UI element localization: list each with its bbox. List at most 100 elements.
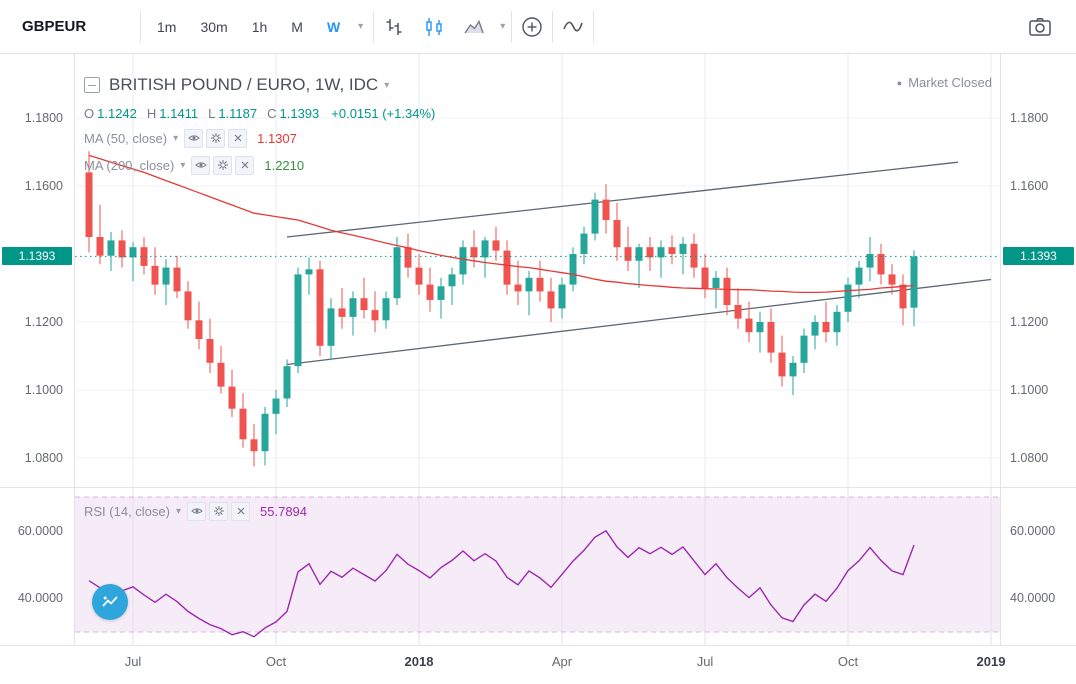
close-label: C — [267, 105, 277, 121]
ma50-value: 1.1307 — [257, 130, 297, 146]
price-tick-label: 60.0000 — [17, 523, 63, 538]
time-tick-label: Oct — [265, 654, 287, 669]
close-icon[interactable] — [231, 501, 251, 521]
axis-divider — [0, 645, 1076, 646]
price-tick-label: 1.1200 — [24, 315, 63, 329]
curve-line-icon — [563, 21, 583, 31]
ma50-label: MA (50, close) — [84, 130, 168, 146]
close-icon[interactable] — [235, 155, 255, 175]
eye-icon[interactable] — [191, 155, 211, 175]
gear-icon[interactable] — [206, 128, 226, 148]
open-value: 1.1242 — [97, 105, 137, 121]
time-axis[interactable]: Jul Oct 2018 Apr Jul Oct 2019 — [75, 645, 1005, 684]
change-value: +0.0151 (+1.34%) — [331, 105, 436, 121]
current-price-label: 1.1393 — [2, 247, 72, 266]
time-tick-label: Oct — [837, 654, 859, 669]
rsi-chart-canvas[interactable] — [75, 487, 1000, 645]
price-tick-label: 40.0000 — [17, 591, 63, 606]
high-label: H — [146, 105, 157, 121]
gear-icon[interactable] — [209, 501, 229, 521]
ma200-label: MA (200, close) — [84, 157, 175, 173]
market-status-text: Market Closed — [908, 75, 992, 90]
eye-icon[interactable] — [184, 128, 204, 148]
chevron-down-icon[interactable]: ▾ — [384, 79, 390, 91]
price-tick-label: 1.1800 — [1010, 111, 1049, 125]
chart-type-area-button[interactable] — [454, 0, 494, 54]
close-icon[interactable] — [228, 128, 248, 148]
price-tick-label: 40.0000 — [1010, 591, 1056, 606]
collapse-pane-button[interactable] — [84, 77, 100, 93]
ma200-value: 1.2210 — [264, 157, 305, 173]
toolbar-divider — [511, 10, 513, 43]
chevron-down-icon[interactable]: ▾ — [173, 132, 179, 144]
rsi-line — [88, 529, 915, 638]
rsi-label: RSI (14, close) — [84, 503, 170, 519]
toolbar-divider — [373, 10, 375, 43]
symbol-name[interactable]: GBPEUR — [22, 18, 87, 35]
trendlines — [286, 161, 992, 366]
low-label: L — [208, 105, 216, 121]
compare-add-button[interactable] — [512, 0, 552, 54]
toolbar-divider — [552, 10, 554, 43]
price-tick-label: 1.0800 — [1010, 451, 1049, 465]
chart-title: BRITISH POUND / EURO, 1W, IDC — [109, 75, 379, 94]
plus-circle-icon — [522, 16, 542, 37]
chevron-down-icon[interactable]: ▾ — [175, 505, 182, 517]
grid — [75, 54, 1000, 487]
area-chart-logo-icon — [102, 596, 118, 607]
timeframe-30m[interactable]: 30m — [200, 18, 228, 35]
open-label: O — [84, 105, 95, 121]
snapshot-button[interactable] — [1020, 0, 1060, 54]
chart-type-candles-button[interactable] — [414, 0, 454, 54]
price-tick-label: 60.0000 — [1010, 523, 1056, 538]
camera-icon — [1029, 17, 1051, 36]
timeframe-1h[interactable]: 1h — [251, 18, 268, 35]
indicators-button[interactable] — [553, 0, 593, 54]
toolbar-divider — [593, 10, 595, 43]
candles-icon — [426, 17, 442, 36]
price-axis-right[interactable]: 1.1800 1.1600 1.1200 1.1000 1.0800 60.0000 40.… — [1000, 54, 1076, 645]
pane-divider[interactable] — [0, 487, 1076, 488]
rsi-value: 55.7894 — [260, 503, 308, 519]
timeframe-1M[interactable]: M — [291, 18, 303, 35]
toolbar-divider — [140, 10, 141, 43]
eye-icon[interactable] — [187, 501, 207, 521]
chevron-down-icon[interactable]: ▾ — [500, 21, 506, 32]
price-tick-label: 1.1200 — [1010, 315, 1049, 329]
main-chart-canvas[interactable] — [75, 54, 1000, 487]
ma50-line — [88, 154, 915, 294]
main-legend: BRITISH POUND / EURO, 1W, IDC ▾ O 1.1242… — [84, 72, 435, 181]
time-tick-label: Apr — [551, 654, 573, 669]
tradingview-logo[interactable] — [92, 584, 128, 620]
candles-series — [85, 151, 918, 467]
ma200-legend: MA (200, close) ▾ 1.2210 — [84, 154, 435, 176]
price-tick-label: 1.0800 — [24, 451, 63, 465]
rsi-band — [75, 497, 1000, 632]
chart-type-bars-button[interactable] — [374, 0, 414, 54]
market-status: ● Market Closed — [897, 75, 992, 90]
ma50-legend: MA (50, close) ▾ 1.1307 — [84, 127, 435, 149]
timeframe-group: 1m 30m 1h M W ▾ — [141, 0, 373, 54]
time-tick-label: Jul — [124, 654, 142, 669]
chevron-down-icon[interactable]: ▾ — [358, 21, 364, 32]
market-status-dot: ● — [896, 77, 903, 88]
rsi-legend: RSI (14, close) ▾ 55.7894 — [84, 500, 307, 527]
time-tick-label: Jul — [696, 654, 714, 669]
gear-icon[interactable] — [213, 155, 233, 175]
price-tick-label: 1.1000 — [1010, 383, 1049, 397]
ohlc-readout: O 1.1242 H 1.1411 L 1.1187 C 1.1393 +0.0… — [84, 104, 435, 122]
close-value: 1.1393 — [279, 105, 320, 121]
time-tick-label: 2018 — [404, 654, 434, 669]
price-axis-left[interactable]: 1.1800 1.1600 1.1200 1.1000 1.0800 60.0000 40.… — [0, 54, 75, 645]
timeframe-1W[interactable]: W — [326, 18, 341, 35]
chevron-down-icon[interactable]: ▾ — [180, 159, 186, 171]
price-tick-label: 1.1800 — [24, 111, 63, 125]
high-value: 1.1411 — [159, 105, 199, 121]
time-tick-label: 2019 — [976, 654, 1006, 669]
price-tick-label: 1.1600 — [1010, 179, 1049, 193]
area-icon — [464, 19, 484, 33]
current-price-label: 1.1393 — [1003, 247, 1074, 266]
bars-icon — [386, 18, 402, 35]
price-tick-label: 1.1000 — [24, 383, 63, 397]
timeframe-1m[interactable]: 1m — [157, 18, 177, 35]
